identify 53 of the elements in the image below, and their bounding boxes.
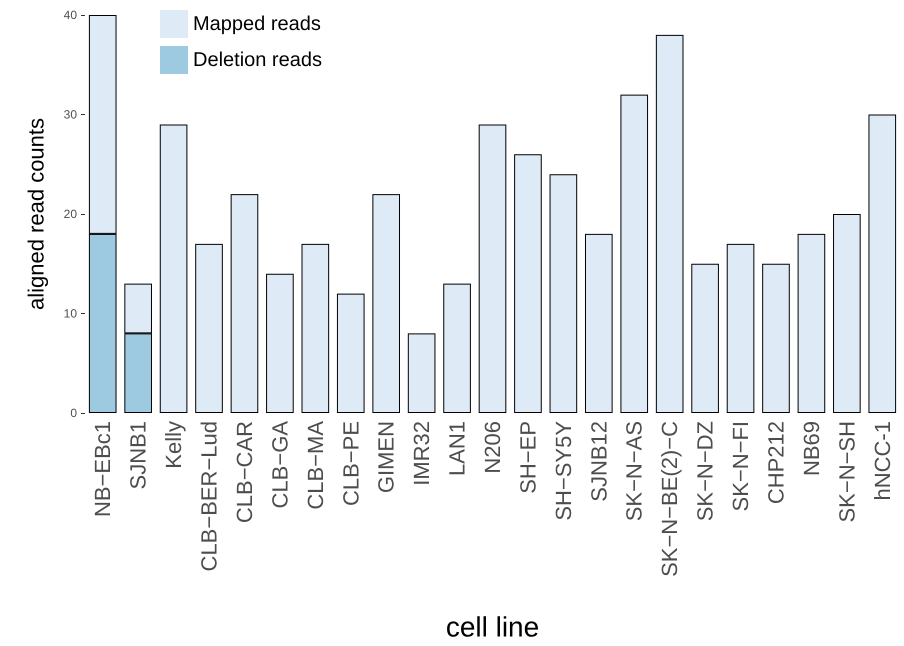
bar [833,214,861,413]
x-tick-label: CLB−PE [338,421,364,506]
x-tick-label: SK−N−BE(2)−C [657,420,682,577]
bar [336,294,365,413]
x-tick-label: IMR32 [409,421,434,486]
x-tick-label: SH−EP [515,421,540,494]
legend-label: Deletion reads [193,49,322,71]
y-axis-title: aligned read counts [24,118,48,310]
bar [868,114,896,413]
x-tick-label: hNCC-1 [870,421,895,500]
x-tick-label: CHP212 [763,421,788,504]
bar [726,244,754,413]
bar [584,234,613,413]
bar [550,174,578,413]
y-tick-label: 10 [64,306,78,320]
y-tick-label: 30 [64,108,78,122]
bar [691,264,719,413]
bar [302,244,330,413]
bar [266,274,294,413]
bar [160,124,188,413]
x-tick-label: NB−EBc1 [90,421,116,517]
y-tick-label: 40 [64,8,78,22]
x-tick-label: CLB−GA [267,420,292,508]
x-tick-label: GIMEN [374,421,399,494]
x-tick-label: SK−N−FI [728,421,754,512]
x-axis-title: cell line [446,612,540,642]
bar [408,333,436,413]
bar [443,284,471,413]
bar [478,124,506,413]
legend-label: Mapped reads [193,13,321,35]
bar [372,194,400,413]
x-tick-label: N206 [480,421,505,474]
x-tick-label: SH−SY5Y [550,420,576,521]
bar [514,154,542,413]
bar [798,234,826,413]
y-tick-label: 0 [70,406,78,420]
x-tick-label: Kelly [161,421,186,469]
x-tick-label: SK−N−AS [622,421,647,522]
x-tick-label: CLB−MA [302,420,328,510]
x-tick-label: SJNB1 [126,421,151,490]
x-tick-label: SJNB12 [586,421,612,502]
bar [762,264,790,413]
x-tick-label: CLB−BER−Lud [196,421,222,572]
x-tick-label: NB69 [798,421,824,476]
bar [230,194,258,413]
x-tick-label: SK−N−SH [834,421,860,522]
x-tick-label: SK−N−DZ [692,421,718,522]
x-tick-label: LAN1 [444,421,470,476]
y-tick-label: 20 [64,207,78,221]
bar [620,94,648,413]
bar [656,34,684,413]
bar [195,244,223,413]
x-tick-label: CLB−CAR [232,421,257,524]
